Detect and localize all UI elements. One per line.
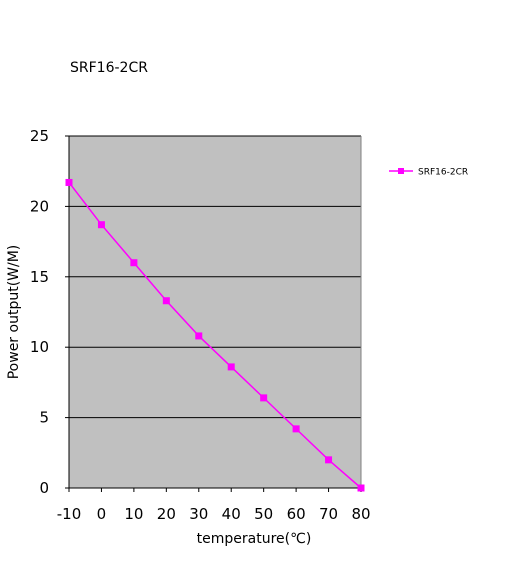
data-point	[65, 178, 73, 186]
x-tick-label: 50	[254, 505, 273, 523]
legend-label: SRF16-2CR	[418, 168, 468, 178]
chart-title: SRF16-2CR	[70, 60, 148, 76]
x-tick-label: 40	[222, 505, 241, 523]
y-axis-title: Power output(W/M)	[6, 245, 22, 380]
y-tick-label: 20	[30, 197, 49, 215]
x-tick-label: 10	[124, 505, 143, 523]
series-line	[68, 182, 362, 489]
y-tick-label: 25	[30, 127, 49, 145]
data-point	[162, 297, 170, 305]
legend-marker	[398, 168, 404, 174]
x-tick-label: 70	[319, 505, 338, 523]
x-tick-label: 80	[351, 505, 370, 523]
x-tick-label: 20	[157, 505, 176, 523]
y-tick-label: 15	[30, 268, 49, 286]
y-tick-label: 10	[30, 338, 49, 356]
data-point	[260, 394, 268, 402]
y-tick-label: 0	[39, 479, 49, 497]
x-tick-label: 0	[97, 505, 107, 523]
plot-area	[69, 136, 361, 488]
x-axis-title: temperature(℃)	[197, 531, 312, 547]
data-point	[357, 484, 365, 492]
y-tick-label: 5	[39, 409, 49, 427]
data-point	[97, 221, 105, 229]
data-point	[292, 425, 300, 433]
data-point	[325, 456, 333, 464]
data-point	[130, 259, 138, 267]
x-tick-label: 30	[189, 505, 208, 523]
data-point	[195, 332, 203, 340]
x-tick-label: -10	[57, 505, 82, 523]
x-tick-label: 60	[287, 505, 306, 523]
data-point	[227, 363, 235, 371]
